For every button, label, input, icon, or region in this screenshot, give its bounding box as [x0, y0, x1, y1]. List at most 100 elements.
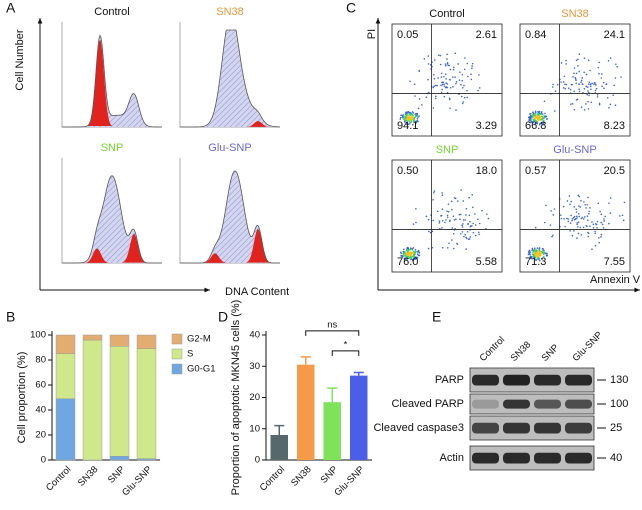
event-dot	[412, 259, 414, 262]
event-dot	[541, 113, 544, 115]
event-dot	[486, 213, 488, 215]
event-dot	[536, 122, 538, 124]
histogram-title: Control	[94, 6, 129, 18]
event-dot	[441, 88, 443, 91]
event-dot	[453, 197, 456, 199]
quadrant-value: 94.1	[397, 120, 418, 132]
event-dot	[440, 76, 443, 78]
event-dot	[478, 233, 480, 236]
event-dot	[412, 247, 415, 249]
event-dot	[449, 107, 451, 109]
event-dot	[445, 219, 447, 221]
event-dot	[409, 111, 411, 114]
event-dot	[600, 213, 603, 216]
event-dot	[448, 64, 450, 67]
legend-label: G0-G1	[187, 364, 216, 375]
event-dot	[591, 82, 593, 85]
event-dot	[407, 248, 410, 250]
event-dot	[404, 119, 407, 121]
event-dot	[432, 74, 435, 76]
event-dot	[581, 77, 584, 79]
event-dot	[407, 254, 409, 256]
event-dot	[608, 107, 610, 109]
event-dot	[408, 120, 411, 122]
event-dot	[444, 221, 446, 224]
event-dot	[446, 58, 448, 60]
y-tick-label: 0	[255, 455, 260, 466]
event-dot	[413, 258, 416, 260]
y-tick-label: 60	[35, 380, 46, 391]
event-dot	[477, 231, 480, 234]
event-dot	[537, 110, 539, 113]
event-dot	[583, 109, 586, 111]
event-dot	[594, 232, 597, 235]
histogram-peak	[88, 39, 112, 127]
event-dot	[578, 88, 580, 91]
event-dot	[451, 227, 454, 229]
blot-band	[472, 374, 499, 386]
significance-bracket	[331, 350, 360, 356]
event-dot	[407, 110, 410, 113]
event-dot	[609, 197, 612, 199]
event-dot	[580, 234, 583, 236]
event-dot	[540, 111, 543, 113]
error-bar	[353, 371, 364, 376]
event-dot	[418, 115, 420, 117]
event-dot	[444, 73, 447, 75]
event-dot	[427, 55, 430, 57]
event-dot	[447, 247, 449, 249]
event-dot	[429, 231, 432, 234]
event-dot	[478, 87, 481, 89]
histogram-peak	[203, 253, 227, 263]
event-dot	[573, 206, 576, 208]
event-dot	[536, 255, 539, 258]
event-dot	[400, 114, 403, 117]
event-dot	[530, 121, 532, 124]
event-dot	[578, 90, 581, 93]
event-dot	[531, 121, 533, 123]
event-dot	[597, 202, 600, 205]
event-dot	[616, 65, 618, 68]
histogram-axes	[61, 22, 162, 128]
x-tick-label: SN38	[76, 464, 101, 489]
event-dot	[402, 115, 404, 117]
event-dot	[578, 215, 580, 218]
event-dot	[472, 222, 475, 225]
event-dot	[455, 82, 457, 85]
event-dot	[556, 83, 559, 86]
histogram-area	[180, 30, 280, 127]
event-dot	[537, 256, 540, 259]
event-dot	[587, 91, 590, 94]
y-tick-label: 80	[35, 355, 46, 366]
event-dot	[562, 87, 565, 89]
event-dot	[549, 224, 552, 226]
event-dot	[406, 258, 409, 260]
histogram	[61, 22, 163, 128]
event-dot	[427, 247, 430, 250]
event-dot	[600, 236, 602, 238]
event-dot	[444, 63, 447, 65]
marker-label: 25	[610, 422, 622, 434]
event-dot	[584, 216, 586, 218]
event-dot	[407, 117, 410, 119]
event-dot	[464, 219, 467, 221]
event-dot	[560, 217, 563, 220]
panel-label: B	[6, 309, 15, 325]
event-dot	[565, 59, 567, 62]
event-dot	[598, 241, 600, 244]
event-dot	[567, 218, 569, 220]
arrow-head	[204, 287, 210, 293]
event-dot	[590, 88, 592, 91]
event-dot	[474, 213, 476, 215]
event-dot	[543, 114, 545, 117]
event-dot	[577, 226, 579, 228]
event-dot	[551, 86, 554, 88]
histogram-area	[62, 35, 162, 128]
event-dot	[536, 252, 539, 254]
event-dot	[581, 216, 584, 219]
event-dot	[452, 86, 454, 88]
event-dot	[534, 112, 537, 115]
legend-label: G2-M	[187, 334, 211, 345]
event-dot	[459, 213, 462, 216]
event-dot	[425, 215, 428, 218]
